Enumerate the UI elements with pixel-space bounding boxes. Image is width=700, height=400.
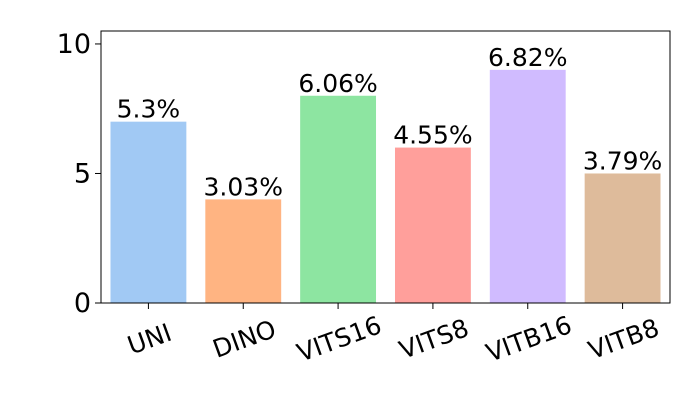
data-labels-group: 5.3% 3.03% 6.06% 4.55% 6.82% 3.79% <box>117 43 663 202</box>
data-label-vits16: 6.06% <box>298 69 377 98</box>
bar-vitb8 <box>584 173 661 303</box>
bar-vits8 <box>394 147 471 303</box>
bar-vits16 <box>300 95 377 303</box>
x-axis: UNI DINO VITS16 VITS8 VITB16 VITB8 <box>124 303 663 368</box>
data-label-vits8: 4.55% <box>393 121 472 150</box>
plot-frame <box>100 30 671 304</box>
bar-uni <box>110 121 187 304</box>
x-tick-label-vits16: VITS16 <box>293 310 385 367</box>
data-label-dino: 3.03% <box>204 172 283 201</box>
x-tick-label-vits8: VITS8 <box>395 313 472 365</box>
y-tick-label-0: 0 <box>74 288 91 319</box>
x-tick-label-uni: UNI <box>124 318 176 360</box>
y-tick-label-10: 10 <box>57 29 91 60</box>
x-tick-label-dino: DINO <box>209 314 280 363</box>
data-label-uni: 5.3% <box>117 95 181 124</box>
bar-dino <box>205 199 282 303</box>
data-label-vitb16: 6.82% <box>488 43 567 72</box>
bars-group <box>110 69 661 304</box>
bar-vitb16 <box>489 69 566 303</box>
y-tick-label-5: 5 <box>74 158 91 189</box>
x-tick-label-vitb8: VITB8 <box>585 313 663 365</box>
data-label-vitb8: 3.79% <box>583 146 662 175</box>
y-axis: 0 5 10 <box>57 29 101 319</box>
x-tick-label-vitb16: VITB16 <box>482 310 575 368</box>
